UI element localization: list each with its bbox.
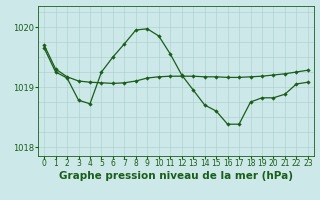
X-axis label: Graphe pression niveau de la mer (hPa): Graphe pression niveau de la mer (hPa) — [59, 171, 293, 181]
